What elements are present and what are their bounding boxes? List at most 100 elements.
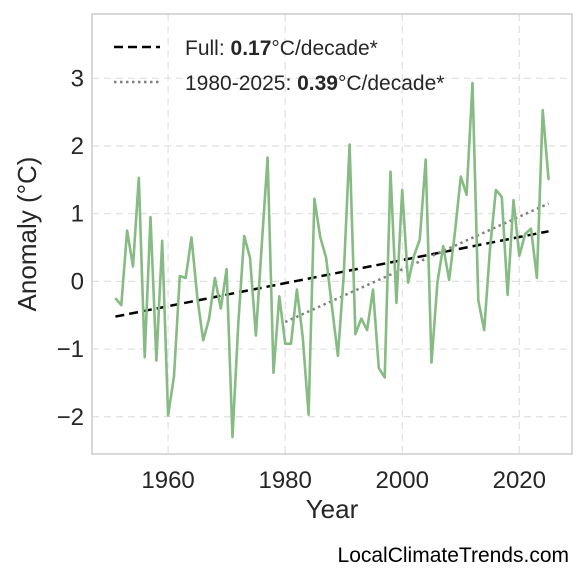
data-point: [448, 279, 450, 281]
data-point: [507, 294, 509, 296]
legend-full-unit: °C/decade*: [271, 37, 377, 60]
data-point: [208, 318, 210, 320]
data-point: [331, 306, 333, 308]
data-point: [337, 355, 339, 357]
data-point: [185, 277, 187, 279]
data-point: [179, 275, 181, 277]
data-series: [114, 81, 550, 439]
y-tick-label: 2: [71, 133, 84, 160]
x-axis-title: Year: [306, 494, 359, 524]
plot-frame: [91, 13, 573, 455]
data-point: [120, 304, 122, 306]
data-point: [214, 277, 216, 279]
data-point: [161, 240, 163, 242]
data-point: [430, 362, 433, 364]
data-point: [419, 238, 421, 241]
data-point: [132, 265, 134, 268]
data-point: [547, 179, 550, 181]
data-point: [512, 199, 515, 201]
data-point: [126, 230, 128, 232]
data-point: [524, 233, 526, 235]
data-point: [460, 175, 462, 178]
data-point: [366, 329, 368, 331]
data-point: [325, 257, 327, 259]
data-point: [477, 299, 479, 301]
data-point: [466, 194, 468, 196]
data-point: [542, 109, 544, 111]
watermark: LocalClimateTrends.com: [337, 544, 569, 567]
data-point: [261, 243, 263, 245]
data-point: [343, 275, 345, 277]
data-point: [319, 236, 321, 238]
data-point: [284, 343, 286, 345]
legend-full-value: 0.17: [231, 37, 272, 60]
y-tick-labels: −2 −1 0 1 2 3: [57, 65, 84, 430]
data-point: [226, 268, 228, 270]
data-point: [518, 255, 520, 257]
legend-full-label: Full: 0.17°C/decade*: [185, 37, 378, 60]
data-point: [249, 257, 251, 259]
data-point: [454, 232, 456, 234]
data-point: [360, 318, 362, 320]
data-point: [401, 189, 403, 191]
anomaly-series-line: [114, 81, 550, 439]
data-point: [348, 144, 351, 146]
data-point: [536, 277, 538, 279]
x-tick-label: 2020: [493, 467, 546, 494]
data-point: [425, 158, 427, 161]
data-point: [220, 307, 222, 310]
legend: Full: 0.17°C/decade* 1980-2025: 0.39°C/d…: [114, 37, 444, 95]
data-point: [307, 414, 310, 416]
data-point: [149, 216, 152, 218]
y-tick-label: 3: [71, 65, 84, 92]
data-point: [354, 333, 357, 335]
data-point: [231, 436, 234, 438]
data-point: [302, 336, 304, 338]
data-point: [167, 414, 169, 417]
data-point: [407, 282, 409, 284]
x-tick-label: 1960: [141, 467, 194, 494]
data-point: [255, 334, 257, 337]
legend-recent-label: 1980-2025: 0.39°C/decade*: [185, 72, 444, 95]
legend-recent-unit: °C/decade*: [338, 72, 444, 95]
x-tick-labels: 1960 1980 2000 2020: [141, 467, 546, 494]
data-point: [173, 375, 175, 377]
data-point: [372, 288, 374, 291]
y-tick-label: −2: [57, 404, 84, 431]
data-point: [290, 343, 292, 345]
y-tick-label: 0: [71, 268, 84, 295]
data-point: [202, 339, 204, 341]
data-point: [155, 359, 157, 362]
data-point: [395, 302, 397, 304]
legend-recent-value: 0.39: [297, 72, 338, 95]
data-point: [483, 329, 485, 331]
data-point: [471, 82, 474, 84]
data-point: [389, 171, 392, 173]
data-point: [114, 297, 117, 299]
x-tick-label: 2000: [376, 467, 429, 494]
y-axis-title: Anomaly (°C): [12, 157, 42, 312]
data-point: [530, 227, 532, 230]
data-point: [436, 282, 438, 284]
data-point: [413, 255, 415, 257]
legend-full-name: Full: [185, 37, 219, 60]
grid: [92, 14, 572, 454]
data-point: [296, 288, 298, 291]
data-point: [196, 297, 198, 299]
legend-recent-name: 1980-2025: [185, 72, 285, 95]
data-point: [495, 189, 497, 191]
recent-trend-line: [284, 202, 550, 324]
data-point: [378, 367, 380, 369]
y-tick-label: 1: [71, 201, 84, 228]
data-point: [501, 196, 503, 198]
data-point: [138, 177, 140, 179]
data-point: [442, 245, 444, 247]
data-point: [278, 295, 280, 297]
data-point: [489, 248, 491, 250]
data-point: [144, 356, 146, 358]
data-point: [313, 198, 316, 200]
data-point: [384, 376, 386, 379]
y-tick-label: −1: [57, 336, 84, 363]
data-point: [272, 372, 275, 374]
